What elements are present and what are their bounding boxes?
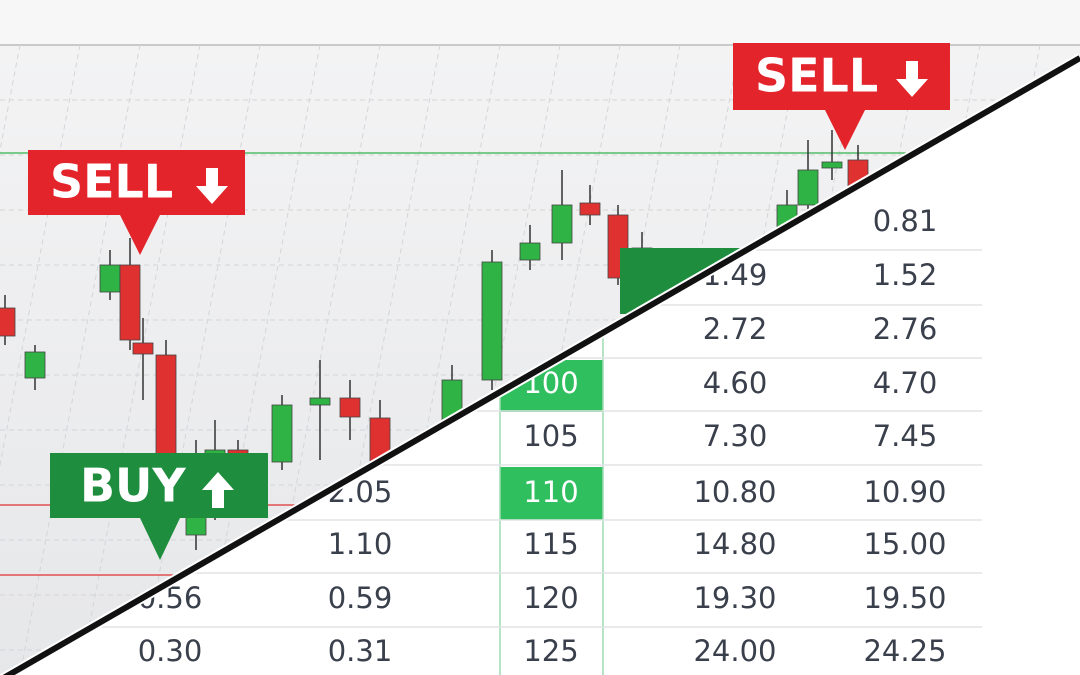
candle-body [309,397,331,406]
sell-tag: SELL [28,150,245,255]
table-cell: 125 [523,634,578,668]
candle-body [551,204,573,244]
candle-body [132,342,154,355]
candle-body [519,242,541,261]
table-cell: 0.31 [328,634,393,668]
candle-body [155,354,177,456]
candle-body [119,264,141,341]
table-cell: 19.30 [693,581,776,615]
grid-line [79,44,201,675]
tag-box [733,43,950,150]
table-cell: 10.80 [693,475,776,509]
tag-label: SELL [755,49,878,103]
table-cell: 4.70 [873,366,938,400]
table-cell: 7.30 [703,419,768,453]
candle-body [99,264,121,293]
table-cell: 7.45 [873,419,938,453]
table-cell: 15.00 [863,527,946,561]
table-cell: 4.60 [703,366,768,400]
grid-line [139,44,261,675]
table-cell: 2.76 [873,312,938,346]
table-cell: 19.50 [863,581,946,615]
candle-body [821,161,843,169]
up-arrow [202,472,234,508]
candle-body [271,404,293,463]
strike-highlight [500,467,603,520]
candle-body [579,202,601,216]
divider [2,55,1080,675]
top-band [0,0,1080,45]
table-cell: 0.30 [138,634,203,668]
tag-label: SELL [50,155,173,209]
sell-tag: SELL [733,43,950,150]
buy-tag: BUY [50,453,268,560]
table-cell: 0.59 [328,581,393,615]
candle-body [481,261,503,381]
down-arrow [196,168,228,204]
candle-body [339,397,361,418]
table-cell: 24.00 [693,634,776,668]
table-cell: 105 [523,419,578,453]
grid-line [19,44,141,675]
candle-body [797,169,819,206]
table-cell: 1.10 [328,527,393,561]
down-arrow [896,61,928,97]
candle-body [24,351,46,379]
table-cell: 115 [523,527,578,561]
table-cell: 10.90 [863,475,946,509]
table-cell: 24.25 [863,634,946,668]
tag-label: BUY [80,459,186,513]
tag-box [28,150,245,255]
table-cell: 2.72 [703,312,768,346]
table-cell: 14.80 [693,527,776,561]
table-cell: 120 [523,581,578,615]
candle-body [0,307,16,337]
table-cell: 1.52 [873,258,938,292]
table-cell: 0.81 [873,204,938,238]
table-cell: 110 [523,475,578,509]
